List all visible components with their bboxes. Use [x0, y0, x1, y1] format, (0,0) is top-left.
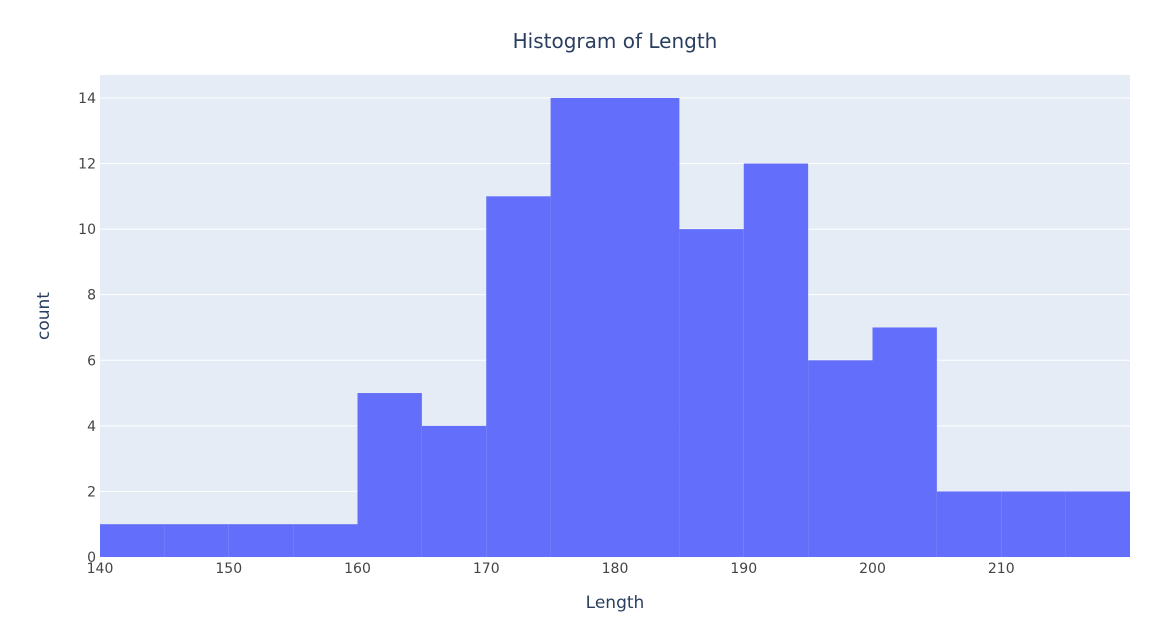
- x-tick-label: 150: [215, 561, 242, 577]
- y-axis-title: count: [34, 292, 54, 340]
- histogram-bar: [164, 524, 229, 557]
- y-tick-label: 0: [87, 550, 96, 566]
- histogram-bar: [615, 97, 680, 557]
- y-axis-ticks: 0 2 4 6 8 10 12 14: [78, 91, 96, 566]
- x-tick-label: 200: [859, 561, 886, 577]
- y-tick-label: 4: [87, 419, 96, 435]
- histogram-bar: [936, 491, 1002, 557]
- y-tick-label: 10: [78, 222, 96, 238]
- y-tick-label: 6: [87, 353, 96, 369]
- histogram-bar: [550, 97, 615, 557]
- x-tick-label: 170: [473, 561, 500, 577]
- bars: [100, 97, 1130, 558]
- y-tick-label: 2: [87, 484, 96, 500]
- histogram-bar: [743, 163, 809, 557]
- x-tick-label: 210: [988, 561, 1015, 577]
- x-axis-ticks: 140 150 160 170 180 190 200 210: [87, 561, 1015, 577]
- histogram-bar: [486, 196, 551, 557]
- histogram-bar: [679, 229, 744, 558]
- histogram-bar: [293, 524, 358, 557]
- chart-title: Histogram of Length: [513, 29, 718, 53]
- histogram-bar: [421, 425, 487, 557]
- y-tick-label: 14: [78, 91, 96, 107]
- histogram-bar: [100, 524, 165, 557]
- y-tick-label: 8: [87, 288, 96, 304]
- histogram-bar: [1065, 491, 1130, 557]
- x-axis-title: Length: [586, 593, 645, 613]
- histogram-bar: [872, 327, 937, 557]
- x-tick-label: 160: [344, 561, 371, 577]
- histogram-bar: [357, 393, 422, 557]
- histogram-bar: [1001, 491, 1066, 557]
- x-tick-label: 190: [730, 561, 757, 577]
- x-tick-label: 140: [87, 561, 114, 577]
- histogram-bar: [228, 524, 294, 557]
- histogram-bar: [808, 360, 873, 557]
- x-tick-label: 180: [602, 561, 629, 577]
- y-tick-label: 12: [78, 157, 96, 173]
